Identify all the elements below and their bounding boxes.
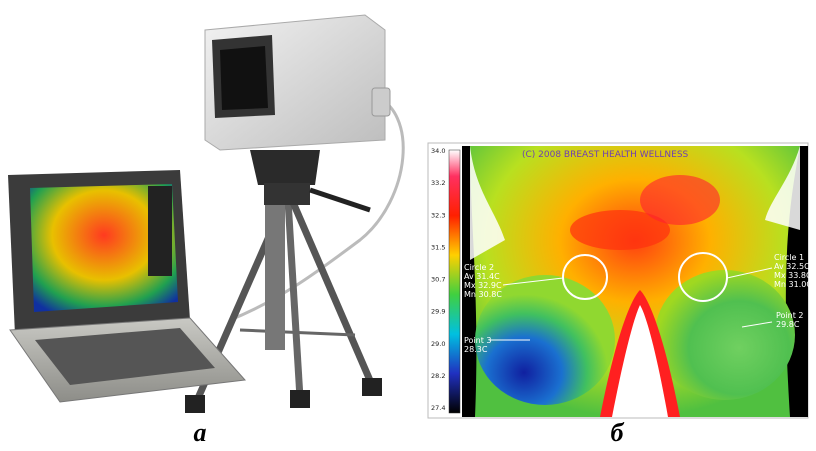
annotation-text: Mn 31.0C bbox=[774, 280, 812, 289]
watermark: (C) 2008 BREAST HEALTH WELLNESS bbox=[522, 150, 689, 160]
annotation-text: Mx 33.8C bbox=[774, 271, 812, 280]
scale-label: 29.0 bbox=[431, 340, 445, 348]
scale-label: 33.2 bbox=[431, 179, 445, 187]
annotation-text: Circle 2 bbox=[464, 263, 494, 272]
scale-label: 28.2 bbox=[431, 372, 445, 380]
annotation-text: 29.8C bbox=[776, 320, 800, 329]
scale-label: 30.7 bbox=[431, 276, 445, 284]
scale-label: 34.0 bbox=[431, 147, 445, 155]
panel-label: б bbox=[611, 418, 625, 447]
panel-label: а bbox=[194, 418, 207, 447]
scale-label: 27.4 bbox=[431, 404, 445, 412]
annotation-text: Circle 1 bbox=[774, 253, 804, 262]
photo-laptop bbox=[8, 170, 245, 402]
annotation-text: 28.3C bbox=[464, 345, 488, 354]
annotation-text: Point 3 bbox=[464, 336, 492, 345]
annotation-text: Mx 32.9C bbox=[464, 281, 502, 290]
figure: 34.0 33.2 32.3 31.5 30.7 29.9 29.0 28.2 27.4 (C)… bbox=[0, 0, 816, 451]
scale-label: 32.3 bbox=[431, 211, 445, 219]
annotation-text: Av 32.5C bbox=[774, 262, 810, 271]
scale-label: 29.9 bbox=[431, 308, 445, 316]
annotation-text: Point 2 bbox=[776, 311, 804, 320]
annotation-text: Av 31.4C bbox=[464, 272, 500, 281]
scale-labels: 34.0 33.2 32.3 31.5 30.7 29.9 29.0 28.2 27.4 bbox=[431, 147, 445, 412]
color-scale bbox=[449, 150, 460, 413]
scale-label: 31.5 bbox=[431, 243, 445, 251]
annotation-text: Mn 30.8C bbox=[464, 290, 502, 299]
